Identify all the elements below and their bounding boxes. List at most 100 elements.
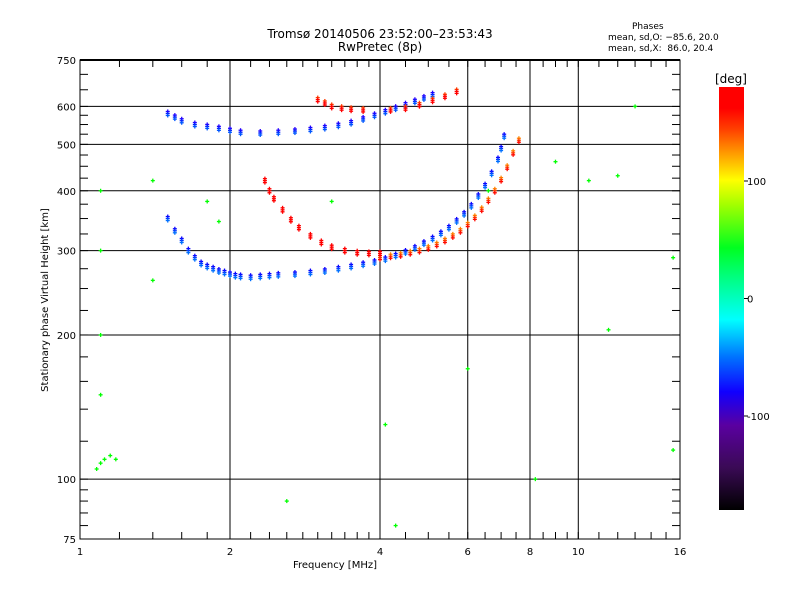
y-tick-label: 300: [57, 247, 76, 258]
axes: 1 2 4 6 8 10 16 75 100 200 300 400 500 600 750: [57, 56, 686, 558]
data-point: [495, 159, 500, 164]
data-point: [505, 167, 510, 172]
data-point: [308, 129, 313, 134]
data-point: [150, 178, 155, 183]
data-point: [262, 180, 267, 185]
x-tick-label: 16: [674, 547, 687, 558]
data-point: [533, 477, 538, 482]
data-point: [336, 268, 341, 273]
x-axis-label: Frequency [MHz]: [293, 560, 377, 571]
y-axis-label: Stationary phase Virtual Height [km]: [40, 208, 51, 392]
y-tick-label: 600: [57, 102, 76, 113]
data-point: [383, 259, 388, 264]
data-point: [216, 270, 221, 275]
data-point: [403, 252, 408, 257]
data-point: [479, 209, 484, 214]
y-tick-label: 500: [57, 140, 76, 151]
data-point: [442, 240, 447, 245]
data-point: [434, 244, 439, 249]
y-tick-label: 400: [57, 187, 76, 198]
data-point: [267, 190, 272, 195]
data-point: [417, 104, 422, 109]
data-point: [458, 230, 463, 235]
data-point: [388, 109, 393, 114]
data-point: [186, 250, 191, 255]
colorbar-tick-label: 0: [747, 295, 753, 306]
data-point: [276, 132, 281, 137]
data-point: [319, 242, 324, 247]
data-point: [258, 133, 263, 138]
data-point: [502, 136, 507, 141]
data-point: [288, 219, 293, 224]
y-tick-label: 100: [57, 475, 76, 486]
data-point: [361, 264, 366, 269]
data-point: [421, 243, 426, 248]
colorbar-tick-label: 100: [747, 177, 766, 188]
data-point: [336, 125, 341, 130]
data-point: [98, 461, 103, 466]
data-point: [267, 275, 272, 280]
data-point: [342, 250, 347, 255]
data-point: [355, 252, 360, 257]
data-point: [469, 205, 474, 210]
data-point: [150, 278, 155, 283]
data-point: [315, 99, 320, 104]
data-point: [205, 266, 210, 271]
data-point: [412, 247, 417, 252]
data-point: [393, 523, 398, 528]
grid: [80, 60, 680, 539]
data-point: [483, 185, 488, 190]
data-point: [398, 254, 403, 259]
data-point: [492, 190, 497, 195]
data-point: [216, 128, 221, 133]
data-point: [233, 275, 238, 280]
data-point: [606, 327, 611, 332]
data-point: [172, 117, 177, 122]
data-point: [378, 253, 382, 258]
data-point: [192, 124, 197, 129]
data-point: [113, 457, 118, 462]
data-point: [228, 274, 232, 279]
data-point: [280, 209, 285, 214]
data-point: [308, 235, 313, 240]
data-point: [454, 91, 459, 96]
data-point: [205, 199, 210, 204]
x-tick-label: 8: [527, 547, 533, 558]
data-point: [417, 250, 422, 255]
data-point: [633, 104, 638, 109]
data-point: [511, 152, 516, 157]
data-point: [292, 131, 297, 136]
data-point: [308, 272, 313, 277]
data-point: [172, 230, 177, 235]
data-point: [462, 213, 467, 218]
chart-subtitle: RwPretec (8p): [337, 40, 423, 54]
data-point: [486, 200, 491, 205]
data-point: [465, 224, 470, 229]
data-point: [372, 115, 377, 120]
data-point: [199, 263, 204, 268]
data-point: [430, 100, 435, 105]
data-point: [438, 233, 443, 238]
data-point: [446, 227, 451, 232]
data-point: [179, 120, 184, 125]
data-point: [165, 113, 170, 118]
data-point: [165, 218, 170, 223]
data-point: [211, 268, 216, 273]
legend-title: Phases: [632, 22, 664, 32]
data-point: [349, 122, 354, 127]
data-point: [271, 198, 276, 203]
x-tick-label: 10: [572, 547, 585, 558]
data-point: [516, 140, 521, 145]
data-points: [94, 87, 676, 528]
data-point: [292, 274, 297, 279]
data-point: [258, 276, 263, 281]
legend-line-o: mean, sd,O: −85.6, 20.0: [608, 33, 719, 43]
data-point: [349, 109, 354, 114]
data-point: [430, 238, 435, 243]
data-point: [94, 467, 99, 472]
data-point: [499, 179, 504, 184]
data-point: [329, 199, 334, 204]
chart-title: Tromsø 20140506 23:52:00–23:53:43: [267, 27, 493, 41]
data-point: [489, 173, 494, 178]
data-point: [383, 111, 388, 116]
